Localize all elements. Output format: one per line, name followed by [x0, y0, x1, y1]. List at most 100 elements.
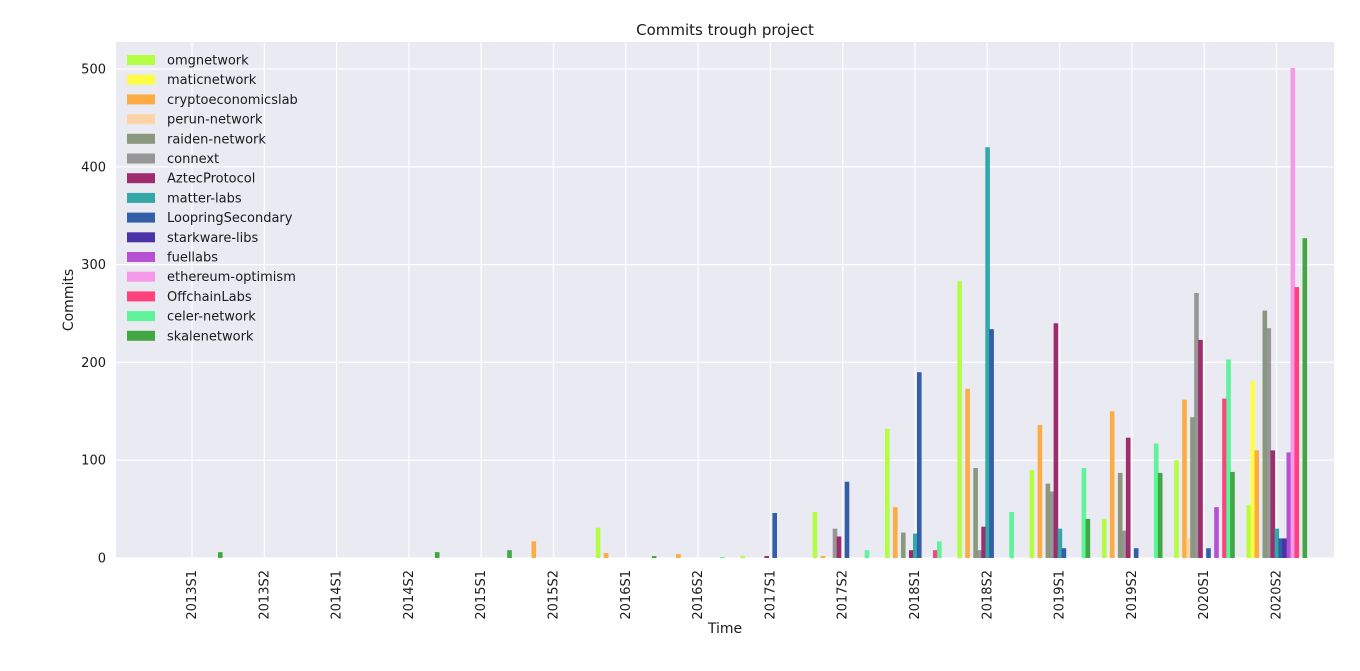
- x-tick-label: 2015S2: [547, 570, 562, 620]
- bar-AztecProtocol-2017S1: [764, 556, 769, 558]
- bar-AztecProtocol-2018S1: [909, 550, 914, 558]
- legend-label: raiden-network: [167, 132, 266, 147]
- bar-AztecProtocol-2020S2: [1270, 450, 1276, 558]
- legend-swatch: [127, 212, 155, 223]
- bar-skalenetwork-2014S2: [434, 552, 440, 558]
- bar-LoopringSecondary-2017S2: [844, 481, 850, 558]
- x-tick-label: 2017S2: [836, 570, 851, 620]
- bar-fuellabs-2020S1: [1214, 507, 1219, 558]
- x-tick-label: 2018S1: [908, 570, 923, 620]
- legend-swatch: [127, 311, 155, 322]
- bar-skalenetwork-2013S1: [218, 552, 223, 558]
- bar-omgnetwork-2017S2: [812, 512, 818, 558]
- bars: [218, 68, 1308, 559]
- bar-skalenetwork-2019S1: [1085, 518, 1091, 558]
- bar-omgnetwork-2018S1: [885, 428, 890, 558]
- legend-label: omgnetwork: [167, 54, 249, 69]
- y-tick-label: 200: [81, 356, 106, 371]
- bar-OffchainLabs-2020S1: [1222, 398, 1227, 558]
- legend-label: fuellabs: [167, 251, 218, 266]
- x-tick-label: 2019S2: [1125, 570, 1140, 620]
- bar-connext-2017S2: [832, 528, 838, 558]
- bar-starkware-libs-2020S2: [1282, 538, 1288, 558]
- bar-LoopringSecondary-2020S1: [1206, 548, 1211, 558]
- bar-AztecProtocol-2019S1: [1053, 323, 1059, 558]
- bar-skalenetwork-2019S2: [1157, 472, 1163, 558]
- bar-raiden-network-2018S2: [973, 468, 978, 558]
- x-tick-label: 2014S1: [330, 570, 345, 620]
- bar-omgnetwork-2019S2: [1101, 518, 1107, 558]
- x-tick-label: 2013S2: [257, 570, 272, 620]
- bar-omgnetwork-2016S1: [595, 527, 601, 558]
- bar-cryptoeconomicslab-2018S2: [965, 388, 970, 558]
- legend-label: matter-labs: [167, 191, 242, 206]
- bar-omgnetwork-2017S1: [740, 556, 745, 558]
- y-axis-label: Commits: [61, 269, 77, 331]
- bar-AztecProtocol-2018S2: [981, 526, 986, 558]
- legend-swatch: [127, 153, 155, 164]
- x-tick-label: 2016S2: [691, 570, 706, 620]
- legend: omgnetwork maticnetwork cryptoeconomicslab…: [127, 54, 298, 344]
- legend-swatch: [127, 232, 155, 243]
- bar-cryptoeconomicslab-2020S1: [1182, 399, 1187, 558]
- legend-label: OffchainLabs: [167, 290, 252, 305]
- x-tick-label: 2017S1: [763, 570, 778, 620]
- bar-LoopringSecondary-2018S1: [917, 372, 922, 558]
- bar-cryptoeconomicslab-2019S1: [1037, 424, 1043, 558]
- bar-ethereum-optimism-2020S2: [1290, 68, 1296, 558]
- bar-cryptoeconomicslab-2017S2: [820, 556, 826, 558]
- bar-connext-2018S2: [977, 550, 982, 558]
- x-tick-label: 2015S1: [474, 570, 489, 620]
- bar-celer-network-2017S2: [864, 550, 870, 558]
- legend-label: LoopringSecondary: [167, 211, 293, 226]
- x-axis-label: Time: [707, 621, 742, 637]
- bar-skalenetwork-2016S1: [651, 556, 657, 558]
- plot-background: [116, 42, 1334, 558]
- bar-LoopringSecondary-2018S2: [989, 329, 994, 558]
- x-tick-label: 2020S2: [1270, 570, 1285, 620]
- bar-LoopringSecondary-2017S1: [772, 513, 777, 558]
- x-tick-labels: 2013S1 2013S2 2014S1 2014S2 2015S1 2015S2 2016…: [185, 570, 1285, 620]
- bar-connext-2019S1: [1049, 491, 1055, 558]
- bar-AztecProtocol-2020S1: [1198, 339, 1203, 558]
- bar-celer-network-2019S2: [1153, 443, 1159, 558]
- legend-label: ethereum-optimism: [167, 270, 296, 285]
- bar-fuellabs-2020S2: [1286, 452, 1292, 558]
- y-tick-label: 400: [81, 160, 106, 175]
- bar-raiden-network-2019S1: [1045, 483, 1051, 558]
- bar-omgnetwork-2019S1: [1029, 469, 1035, 558]
- bar-AztecProtocol-2017S2: [836, 536, 842, 558]
- bar-omgnetwork-2018S2: [957, 281, 962, 558]
- legend-swatch: [127, 55, 155, 65]
- legend-swatch: [127, 330, 155, 341]
- bar-cryptoeconomicslab-2018S1: [893, 507, 898, 558]
- x-tick-label: 2013S1: [185, 570, 200, 620]
- legend-label: connext: [167, 152, 219, 167]
- y-tick-labels: 0 100 200 300 400 500: [81, 63, 106, 567]
- bar-cryptoeconomicslab-2015S2: [531, 541, 537, 558]
- bar-celer-network-2016S2: [720, 557, 725, 558]
- bar-LoopringSecondary-2019S1: [1061, 548, 1067, 558]
- legend-swatch: [127, 74, 155, 85]
- legend-swatch: [127, 192, 155, 203]
- bar-raiden-network-2020S2: [1262, 310, 1268, 558]
- bar-OffchainLabs-2020S2: [1294, 287, 1300, 558]
- bar-cryptoeconomicslab-2016S1: [603, 553, 609, 558]
- x-tick-label: 2019S1: [1053, 570, 1068, 620]
- x-tick-label: 2016S1: [619, 570, 634, 620]
- y-tick-label: 500: [81, 63, 106, 78]
- legend-label: skalenetwork: [167, 329, 254, 344]
- bar-celer-network-2019S1: [1081, 468, 1087, 558]
- legend-swatch: [127, 252, 155, 262]
- x-tick-label: 2014S2: [402, 570, 417, 620]
- x-tick-label: 2018S2: [980, 570, 995, 620]
- legend-label: celer-network: [167, 310, 256, 325]
- bar-maticnetwork-2020S2: [1250, 380, 1256, 558]
- legend-label: AztecProtocol: [167, 172, 255, 187]
- bar-celer-network-2018S1: [937, 541, 942, 558]
- legend-swatch: [127, 173, 155, 184]
- bar-LoopringSecondary-2020S2: [1278, 538, 1284, 558]
- y-tick-label: 300: [81, 258, 106, 273]
- bar-skalenetwork-2020S1: [1230, 471, 1235, 558]
- legend-label: starkware-libs: [167, 231, 259, 246]
